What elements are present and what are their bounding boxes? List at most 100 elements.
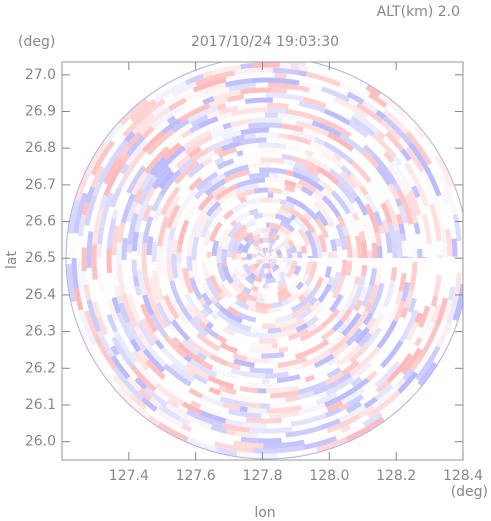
echo-cell: [292, 166, 303, 174]
echo-cell: [309, 299, 322, 312]
echo-cell: [126, 244, 133, 253]
echo-cell: [332, 152, 343, 162]
echo-cell: [330, 190, 351, 215]
echo-cell: [85, 142, 108, 176]
echo-cell: [138, 388, 153, 402]
echo-cell: [341, 359, 360, 376]
echo-cell: [195, 171, 219, 191]
echo-cell: [222, 326, 235, 337]
echo-cell: [329, 293, 344, 313]
echo-cell: [417, 361, 438, 387]
echo-cell: [207, 137, 234, 152]
echo-cell: [365, 84, 381, 98]
echo-cell: [133, 360, 159, 387]
echo-cell: [430, 303, 442, 324]
echo-cell: [199, 219, 213, 239]
echo-cell: [259, 232, 269, 239]
echo-cell: [243, 421, 267, 429]
echo-cell: [241, 272, 249, 279]
echo-cell: [181, 338, 200, 356]
echo-cell: [218, 228, 231, 248]
echo-cell: [86, 231, 94, 268]
echo-cell: [348, 121, 369, 138]
echo-cell: [256, 258, 263, 263]
echo-cell: [253, 275, 263, 283]
echo-cell: [210, 424, 228, 434]
echo-cell: [193, 315, 203, 325]
echo-cell: [358, 331, 373, 348]
echo-cell: [362, 311, 374, 326]
echo-cell: [252, 447, 280, 454]
echo-cell: [235, 178, 254, 189]
echo-cell: [276, 301, 283, 308]
echo-cell: [207, 205, 224, 223]
echo-cell: [327, 238, 330, 253]
echo-cell: [253, 286, 259, 293]
echo-cell: [305, 71, 341, 88]
echo-cell: [385, 131, 405, 152]
echo-cell: [214, 294, 223, 303]
echo-cell: [141, 317, 159, 343]
echo-cell: [383, 151, 395, 164]
echo-cell: [263, 439, 305, 449]
echo-cell: [274, 72, 287, 79]
echo-cell: [298, 402, 326, 416]
echo-cell: [228, 82, 257, 92]
echo-cell: [141, 243, 148, 274]
echo-cell: [83, 284, 92, 301]
echo-cell: [258, 167, 287, 175]
echo-cell: [167, 323, 178, 335]
echo-cell: [249, 367, 274, 374]
echo-cell: [230, 273, 241, 286]
echo-cell: [321, 188, 340, 208]
echo-cell: [73, 287, 84, 311]
echo-cell: [257, 225, 266, 227]
echo-cell: [154, 262, 155, 271]
echo-cell: [315, 391, 339, 406]
echo-cell: [223, 164, 249, 178]
echo-cell: [303, 211, 313, 222]
echo-cell: [377, 130, 386, 140]
echo-cell: [169, 280, 186, 310]
echo-cell: [398, 272, 407, 292]
echo-cell: [146, 129, 175, 156]
echo-cell: [182, 129, 212, 150]
echo-cell: [394, 290, 404, 305]
echo-cell: [181, 423, 192, 433]
echo-cell: [214, 441, 253, 453]
echo-cell: [99, 192, 115, 229]
echo-cell: [127, 212, 139, 245]
echo-cell: [223, 169, 251, 183]
echo-cell: [284, 395, 299, 403]
echo-cell: [240, 87, 272, 95]
echo-cell: [272, 272, 278, 275]
echo-cell: [285, 108, 322, 123]
echo-cell: [221, 422, 250, 433]
echo-cell: [361, 240, 368, 259]
echo-cell: [265, 92, 305, 102]
echo-cell: [216, 334, 228, 344]
echo-cell: [290, 63, 300, 71]
echo-cell: [125, 321, 147, 352]
echo-cell: [315, 243, 323, 259]
echo-cell: [212, 89, 242, 102]
echo-cell: [186, 437, 218, 452]
echo-cell: [189, 222, 200, 240]
echo-cell: [317, 178, 335, 194]
echo-cell: [272, 197, 281, 204]
echo-cell: [276, 229, 289, 241]
echo-cell: [194, 203, 212, 225]
echo-cell: [137, 269, 147, 296]
echo-cell: [237, 102, 268, 111]
echo-cell: [297, 179, 318, 193]
echo-cell: [189, 358, 218, 378]
echo-cell: [156, 246, 163, 275]
echo-cell: [285, 169, 294, 177]
echo-cell: [168, 97, 187, 112]
echo-cell: [224, 387, 237, 395]
echo-cell: [231, 297, 237, 302]
echo-cell: [217, 189, 238, 205]
echo-cell: [278, 346, 289, 353]
echo-cell: [97, 270, 105, 293]
echo-cell: [125, 139, 149, 167]
